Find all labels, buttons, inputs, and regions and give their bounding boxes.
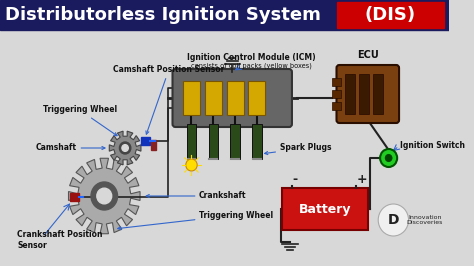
Text: Triggering Wheel: Triggering Wheel [43, 106, 117, 136]
Text: Ignition Control Module (ICM): Ignition Control Module (ICM) [187, 53, 316, 63]
Bar [230, 124, 240, 159]
Text: Ignition Switch: Ignition Switch [400, 142, 465, 151]
Bar [332, 90, 341, 98]
Text: Crankshaft Position
Sensor: Crankshaft Position Sensor [17, 230, 102, 250]
Text: Camshaft Position Sensor: Camshaft Position Sensor [113, 65, 224, 134]
Text: -: - [292, 173, 297, 186]
Circle shape [380, 149, 397, 167]
Text: Crankshaft: Crankshaft [146, 192, 246, 201]
Text: Battery: Battery [299, 202, 351, 215]
Bar [187, 124, 196, 159]
Bar [332, 78, 341, 86]
Bar [209, 124, 218, 159]
Text: Innovation
Discoveries: Innovation Discoveries [407, 215, 443, 225]
Text: Spark Plugs: Spark Plugs [264, 143, 331, 155]
Text: Distributorless Ignition System: Distributorless Ignition System [5, 6, 327, 24]
Bar [374, 74, 383, 114]
Polygon shape [69, 158, 140, 234]
Circle shape [119, 142, 131, 154]
Text: D: D [388, 213, 399, 227]
Bar [183, 81, 200, 115]
Bar [205, 81, 222, 115]
FancyBboxPatch shape [337, 65, 399, 123]
Text: ECU: ECU [357, 50, 379, 60]
Bar [345, 74, 355, 114]
Text: +: + [356, 173, 367, 186]
Circle shape [186, 159, 197, 171]
Bar [337, 2, 444, 28]
Bar [151, 140, 156, 150]
Text: consists of coil packs (yellow boxes): consists of coil packs (yellow boxes) [191, 63, 311, 69]
Polygon shape [109, 131, 141, 165]
Bar [141, 137, 150, 145]
Circle shape [385, 154, 392, 162]
Circle shape [97, 188, 112, 204]
Bar [359, 74, 369, 114]
Circle shape [91, 182, 118, 210]
Circle shape [122, 145, 128, 151]
Bar [227, 81, 244, 115]
Circle shape [378, 204, 409, 236]
Bar [248, 81, 265, 115]
Text: (DIS): (DIS) [365, 6, 416, 24]
Bar [0, 0, 449, 30]
Text: Camshaft: Camshaft [36, 143, 105, 152]
Bar [252, 124, 262, 159]
Bar [283, 188, 368, 230]
Bar [70, 193, 79, 201]
FancyBboxPatch shape [173, 69, 292, 127]
Text: Triggering Wheel: Triggering Wheel [118, 210, 273, 230]
Bar [332, 102, 341, 110]
